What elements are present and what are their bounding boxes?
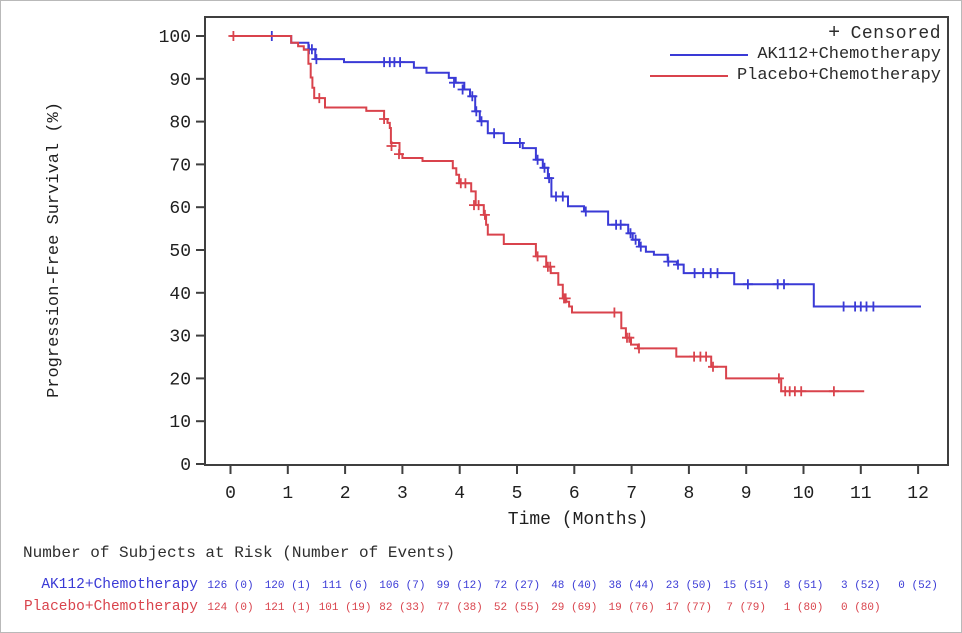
y-tick-label: 50 [169,242,191,262]
legend: + Censored AK112+Chemotherapy Placebo+Ch… [649,23,941,86]
curves-layer [228,31,921,397]
risk-row-label-placebo: Placebo+Chemotherapy [23,599,198,615]
risk-count: 77 (38) [436,602,483,614]
y-tick-label: 70 [169,156,191,176]
risk-row-placebo: Placebo+Chemotherapy 124 (0) 121 (1) 101 (… [1,599,961,618]
y-tick-label: 90 [169,71,191,91]
x-tick-label: 3 [397,484,408,504]
y-tick-label: 30 [169,328,191,348]
x-tick-label: 10 [793,484,815,504]
risk-count: 126 (0) [207,580,254,592]
x-tick-label: 12 [907,484,929,504]
risk-count: 1 (80) [783,602,824,614]
y-tick-label: 20 [169,370,191,390]
censored-plus-icon: + [828,21,841,45]
legend-line-swatch-blue [670,53,749,56]
risk-count: 124 (0) [207,602,254,614]
censor-marks-1 [228,31,839,397]
risk-count: 72 (27) [493,580,541,592]
risk-count: 106 (7) [379,580,426,592]
risk-count: 0 (80) [840,602,881,614]
legend-entry-ak112: AK112+Chemotherapy [670,44,941,65]
x-tick-label: 4 [454,484,465,504]
risk-row-label-ak112: AK112+Chemotherapy [41,577,198,593]
x-tick-label: 8 [683,484,694,504]
x-tick-label: 2 [340,484,351,504]
y-tick-label: 40 [169,285,191,305]
x-tick-label: 0 [225,484,236,504]
risk-count: 15 (51) [723,580,770,592]
legend-label-placebo: Placebo+Chemotherapy [736,66,941,85]
legend-line-swatch-red [649,74,728,77]
y-tick-label: 10 [169,413,191,433]
x-tick-label: 5 [512,484,523,504]
y-tick-label: 0 [180,456,191,476]
y-tick-label: 80 [169,114,191,134]
risk-count: 82 (33) [379,602,426,614]
risk-count: 111 (6) [321,580,369,592]
x-tick-label: 11 [850,484,872,504]
legend-censored-entry: + Censored [828,23,941,44]
x-tick-label: 1 [282,484,293,504]
risk-count: 29 (69) [551,602,598,614]
risk-count: 101 (19) [318,602,372,614]
plot-frame [204,16,949,466]
risk-count: 99 (12) [436,580,483,592]
risk-count: 8 (51) [783,580,824,592]
survival-curve-1 [230,35,865,393]
risk-count: 0 (52) [898,580,938,592]
legend-label-ak112: AK112+Chemotherapy [757,45,941,64]
risk-count: 121 (1) [264,602,311,614]
risk-count: 7 (79) [726,602,766,614]
y-tick-label: 60 [169,199,191,219]
y-axis-title: Progression-Free Survival (%) [45,102,64,398]
risk-count: 19 (76) [608,602,655,614]
risk-table-title: Number of Subjects at Risk (Number of Ev… [23,544,456,562]
x-tick-label: 6 [569,484,580,504]
legend-entry-placebo: Placebo+Chemotherapy [649,65,941,86]
y-tick-label: 100 [159,28,191,48]
risk-row-ak112: AK112+Chemotherapy 126 (0) 120 (1) 111 (6)… [1,577,961,596]
x-tick-label: 7 [626,484,637,504]
x-axis-title: Time (Months) [508,510,648,530]
legend-censored-label: Censored [850,23,941,44]
risk-count: 38 (44) [608,580,655,592]
risk-count: 17 (77) [665,602,712,614]
risk-count: 120 (1) [264,580,311,592]
risk-count: 3 (52) [840,580,881,592]
risk-count: 52 (55) [493,602,541,614]
x-tick-label: 9 [741,484,752,504]
risk-count: 48 (40) [551,580,598,592]
risk-count: 23 (50) [665,580,712,592]
